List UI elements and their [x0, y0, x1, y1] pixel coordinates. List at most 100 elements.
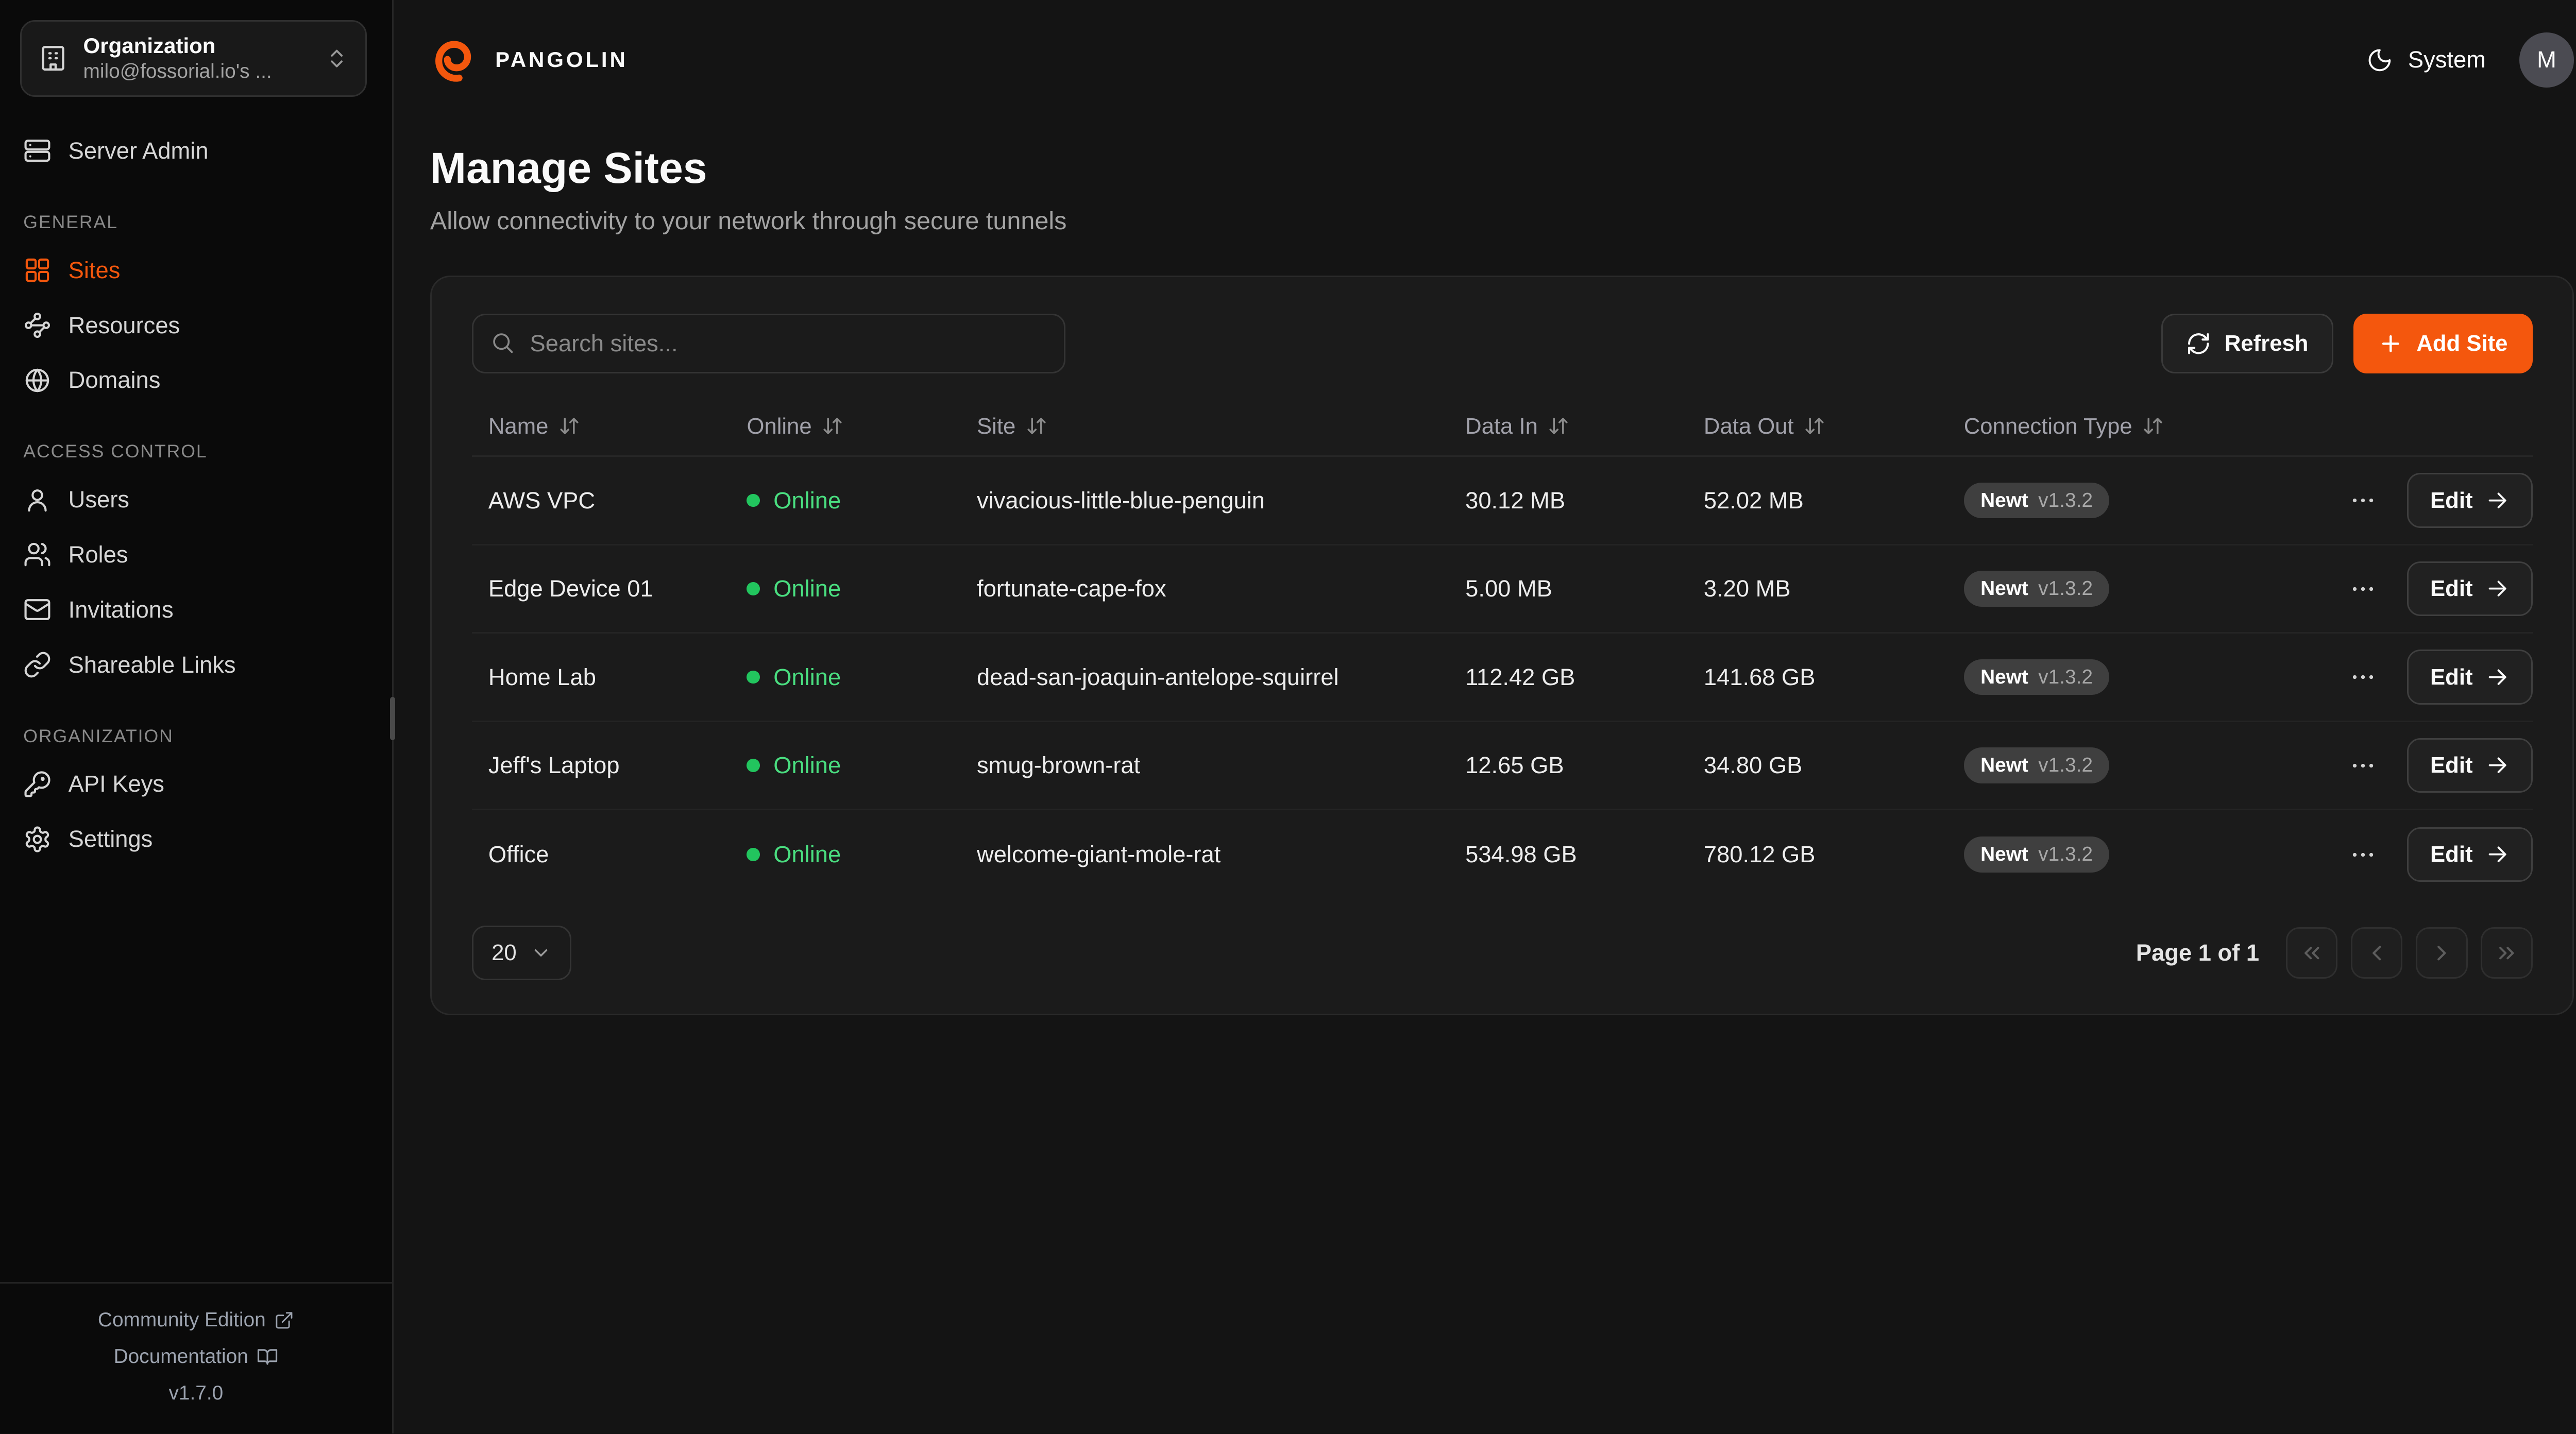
data-in-cell: 534.98 GB [1465, 841, 1577, 868]
sidebar-item-users[interactable]: Users [0, 472, 392, 527]
row-actions-cell: Edit [2352, 650, 2533, 705]
column-header[interactable]: Site [960, 414, 1449, 439]
sidebar-item-api-keys[interactable]: API Keys [0, 757, 392, 812]
link-icon [23, 651, 52, 679]
sidebar-item-domains[interactable]: Domains [0, 353, 392, 408]
toolbar-buttons: Refresh Add Site [2161, 314, 2533, 374]
online-status-cell: Online [730, 841, 960, 868]
community-edition-label: Community Edition [97, 1308, 266, 1331]
chevron-right-icon [2429, 941, 2454, 966]
waypoints-icon [23, 311, 52, 339]
sidebar-item-invitations[interactable]: Invitations [0, 582, 392, 637]
community-edition-link[interactable]: Community Edition [98, 1309, 294, 1331]
next-page-button[interactable] [2416, 927, 2468, 979]
connection-type-badge: Newt v1.3.2 [1963, 571, 2110, 607]
online-dot [747, 848, 760, 861]
online-dot [747, 582, 760, 595]
chevrons-right-icon [2494, 941, 2519, 966]
column-header-label: Name [488, 413, 549, 439]
table-row: Edge Device 01 Online fortunate-cape-fox… [471, 545, 2533, 634]
column-header[interactable]: Online [730, 414, 960, 439]
edit-button-label: Edit [2430, 664, 2473, 690]
edit-button-label: Edit [2430, 753, 2473, 778]
site-slug-cell: smug-brown-rat [977, 752, 1141, 779]
table-row: Jeff's Laptop Online smug-brown-rat 12.6… [471, 722, 2533, 811]
external-link-icon [274, 1310, 294, 1330]
row-menu-button[interactable] [2352, 656, 2384, 698]
sites-toolbar: Refresh Add Site [471, 314, 2533, 374]
row-menu-button[interactable] [2352, 834, 2384, 876]
edit-button[interactable]: Edit [2406, 650, 2533, 705]
add-site-button[interactable]: Add Site [2353, 314, 2533, 374]
arrow-right-icon [2486, 665, 2509, 689]
sidebar-footer: Community Edition Documentation v1.7.0 [0, 1282, 392, 1433]
online-status-cell: Online [730, 664, 960, 691]
edit-button[interactable]: Edit [2406, 827, 2533, 882]
sites-table-header: Name Online Site Data In Data Out Connec… [471, 397, 2533, 457]
edit-button[interactable]: Edit [2406, 561, 2533, 617]
sidebar-item-label: Resources [68, 312, 180, 338]
pager: Page 1 of 1 [2136, 927, 2533, 979]
pager-buttons [2285, 927, 2533, 979]
documentation-link[interactable]: Documentation [114, 1345, 278, 1368]
arrow-right-icon [2486, 754, 2509, 777]
users-icon [23, 540, 52, 569]
search-sites-input[interactable] [471, 314, 1065, 374]
data-in-cell: 112.42 GB [1465, 663, 1575, 690]
org-selector[interactable]: Organization milo@fossorial.io's ... [20, 20, 367, 97]
row-menu-button[interactable] [2352, 745, 2384, 787]
theme-selector-button[interactable]: System [2366, 46, 2486, 73]
online-status-label: Online [773, 752, 841, 779]
version-label: v1.7.0 [168, 1382, 224, 1405]
ellipsis-icon [2352, 575, 2377, 603]
column-header-label: Data Out [1703, 413, 1794, 439]
sidebar-resize-handle[interactable] [390, 696, 396, 740]
column-header[interactable]: Data Out [1687, 414, 1947, 439]
table-footer: 20 Page 1 of 1 [471, 925, 2533, 981]
previous-page-button[interactable] [2351, 927, 2403, 979]
first-page-button[interactable] [2285, 927, 2338, 979]
connection-type-badge: Newt v1.3.2 [1963, 482, 2110, 519]
sidebar-item-label: API Keys [68, 771, 164, 797]
edit-button[interactable]: Edit [2406, 738, 2533, 793]
edit-button[interactable]: Edit [2406, 473, 2533, 528]
online-status-label: Online [773, 487, 841, 514]
connection-type-name: Newt [1980, 489, 2028, 511]
brand[interactable]: PANGOLIN [430, 35, 628, 85]
row-menu-button[interactable] [2352, 568, 2384, 610]
column-header[interactable]: Connection Type [1947, 414, 2352, 439]
refresh-button[interactable]: Refresh [2161, 314, 2333, 374]
column-header[interactable]: Name [472, 414, 731, 439]
chevron-down-icon [530, 942, 552, 964]
connection-type-badge: Newt v1.3.2 [1963, 659, 2110, 695]
server-icon [23, 136, 52, 165]
sidebar-item-resources[interactable]: Resources [0, 298, 392, 353]
search-icon [490, 330, 515, 355]
sidebar-item-server-admin[interactable]: Server Admin [0, 123, 392, 178]
ellipsis-icon [2352, 486, 2377, 515]
data-in-cell: 5.00 MB [1465, 575, 1552, 602]
sidebar-item-roles[interactable]: Roles [0, 527, 392, 583]
online-status-cell: Online [730, 487, 960, 514]
sidebar-item-sites[interactable]: Sites [0, 243, 392, 298]
connection-type-name: Newt [1980, 577, 2028, 600]
sidebar-section-access-control: ACCESS CONTROL [23, 441, 208, 462]
sites-card: Refresh Add Site Name Online Site Da [430, 275, 2574, 1016]
last-page-button[interactable] [2481, 927, 2533, 979]
refresh-label: Refresh [2224, 331, 2309, 356]
page-size-select[interactable]: 20 [471, 925, 572, 981]
page-subtitle: Allow connectivity to your network throu… [430, 207, 1067, 235]
row-menu-button[interactable] [2352, 480, 2384, 521]
user-icon [23, 486, 52, 514]
connection-type-name: Newt [1980, 665, 2028, 688]
connection-type-cell: Newt v1.3.2 [1947, 836, 2352, 873]
sidebar-item-label: Roles [68, 541, 128, 568]
sidebar-item-settings[interactable]: Settings [0, 812, 392, 867]
chevrons-left-icon [2299, 941, 2325, 966]
data-in-cell: 12.65 GB [1465, 752, 1564, 779]
sidebar-item-shareable-links[interactable]: Shareable Links [0, 637, 392, 692]
column-header[interactable]: Data In [1449, 414, 1687, 439]
user-avatar[interactable]: M [2519, 32, 2574, 88]
ellipsis-icon [2352, 841, 2377, 869]
connection-type-name: Newt [1980, 754, 2028, 777]
